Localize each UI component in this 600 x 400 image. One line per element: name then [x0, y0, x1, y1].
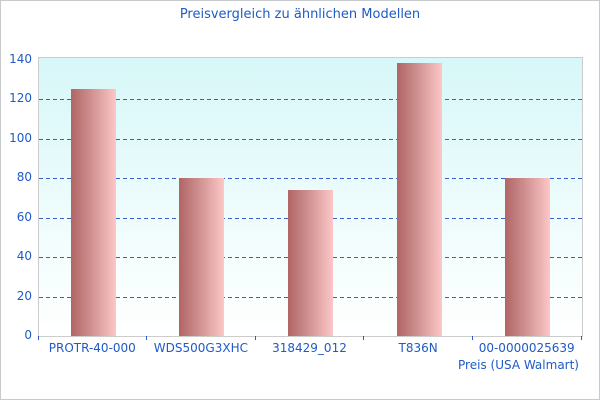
x-axis-tick [363, 336, 365, 340]
y-tick-label-0: 0 [24, 328, 32, 342]
x-axis-tick [37, 336, 39, 340]
y-tick-label-140: 140 [9, 51, 32, 66]
x-category-label-PROTR-40-000: PROTR-40-000 [48, 341, 136, 355]
plot-area [38, 57, 583, 337]
bar-318429_012 [288, 189, 333, 336]
bar-T836N [396, 63, 442, 336]
chart-title: Preisvergleich zu ähnlichen Modellen [179, 7, 421, 22]
x-category-label-WDS500G3XHC: WDS500G3XHC [153, 341, 248, 355]
x-axis-tick [471, 336, 473, 340]
bar-00-0000025639 [505, 178, 551, 336]
gridline-y80 [39, 178, 582, 179]
gridline-y120 [39, 99, 582, 100]
bar-PROTR-40-000 [70, 89, 116, 336]
x-axis-title: Preis (USA Walmart) [458, 358, 579, 372]
x-category-label-T836N: T836N [398, 341, 438, 355]
y-tick-label-20: 20 [16, 288, 32, 303]
x-axis-tick [146, 336, 148, 340]
gridline-y100 [39, 138, 582, 140]
y-tick-label-80: 80 [16, 170, 32, 184]
x-axis-tick [580, 336, 582, 340]
y-tick-label-120: 120 [9, 91, 32, 105]
y-tick-label-100: 100 [9, 130, 32, 145]
x-category-label-00-0000025639: 00-0000025639 [478, 341, 575, 355]
bar-WDS500G3XHC [179, 178, 225, 336]
x-category-label-318429_012: 318429_012 [272, 341, 347, 355]
y-tick-label-40: 40 [16, 249, 32, 263]
y-tick-label-60: 60 [16, 209, 32, 224]
x-axis-tick [254, 336, 256, 340]
